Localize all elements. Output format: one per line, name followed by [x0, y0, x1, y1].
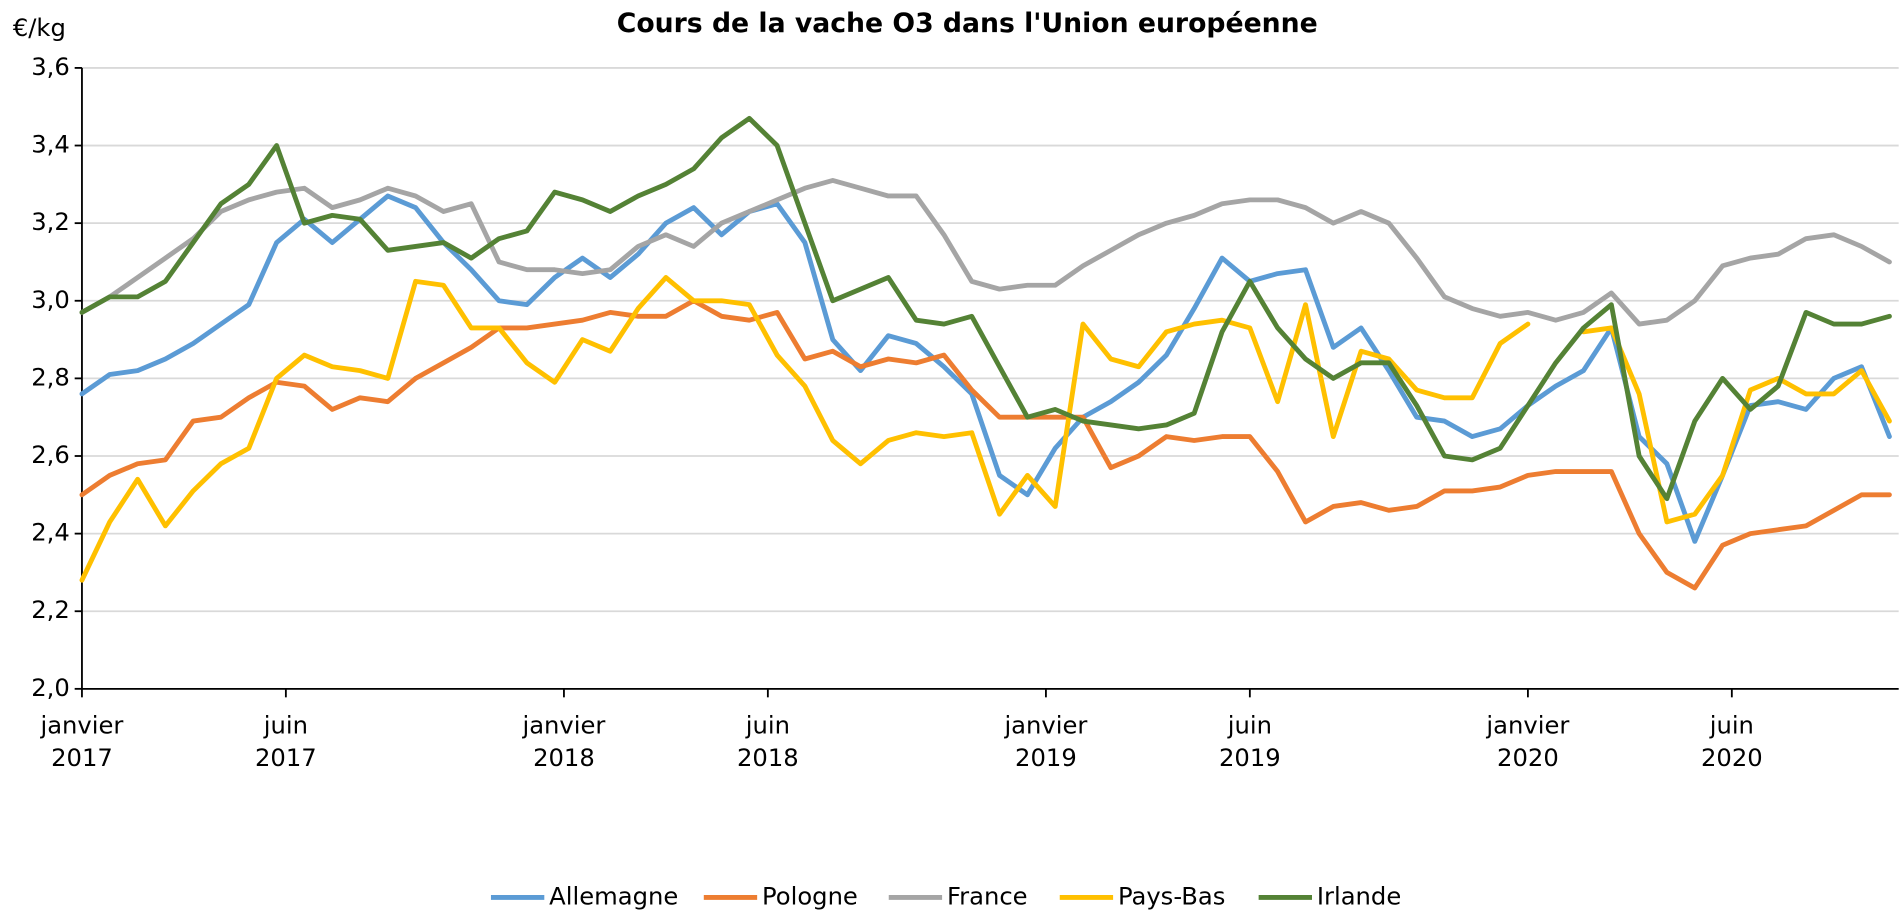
- y-axis-label: €/kg: [13, 13, 66, 42]
- x-tick-label: juin 2018: [737, 710, 799, 772]
- y-tick-label: 2,2: [31, 595, 70, 624]
- series-line: [79, 193, 1892, 544]
- series-line: [79, 178, 1892, 327]
- x-tick-label: juin 2019: [1219, 710, 1281, 772]
- legend-label: Pays-Bas: [1118, 881, 1225, 910]
- y-tick-label: 2,4: [31, 518, 70, 547]
- x-tick-label: janvier 2018: [521, 710, 605, 772]
- legend-label: Pologne: [762, 881, 858, 910]
- series-line: [79, 298, 1892, 591]
- series-line: [79, 115, 1892, 502]
- x-tick-label: juin 2017: [255, 710, 317, 772]
- series-line: [79, 275, 1892, 583]
- chart-title: Cours de la vache O3 dans l'Union europé…: [617, 8, 1318, 39]
- y-tick-label: 2,6: [31, 440, 70, 469]
- x-tick-label: janvier 2020: [1485, 710, 1569, 772]
- legend-label: Allemagne: [549, 881, 678, 910]
- x-tick-label: janvier 2017: [39, 710, 123, 772]
- y-tick-label: 2,8: [31, 362, 70, 391]
- y-tick-label: 3,6: [31, 52, 70, 81]
- y-tick-label: 3,4: [31, 130, 70, 159]
- legend-label: France: [947, 881, 1028, 910]
- y-tick-label: 3,0: [31, 285, 70, 314]
- legend-label: Irlande: [1317, 881, 1401, 910]
- x-tick-label: juin 2020: [1701, 710, 1763, 772]
- x-tick-label: janvier 2019: [1003, 710, 1087, 772]
- y-tick-label: 2,0: [31, 673, 70, 702]
- y-tick-label: 3,2: [31, 207, 70, 236]
